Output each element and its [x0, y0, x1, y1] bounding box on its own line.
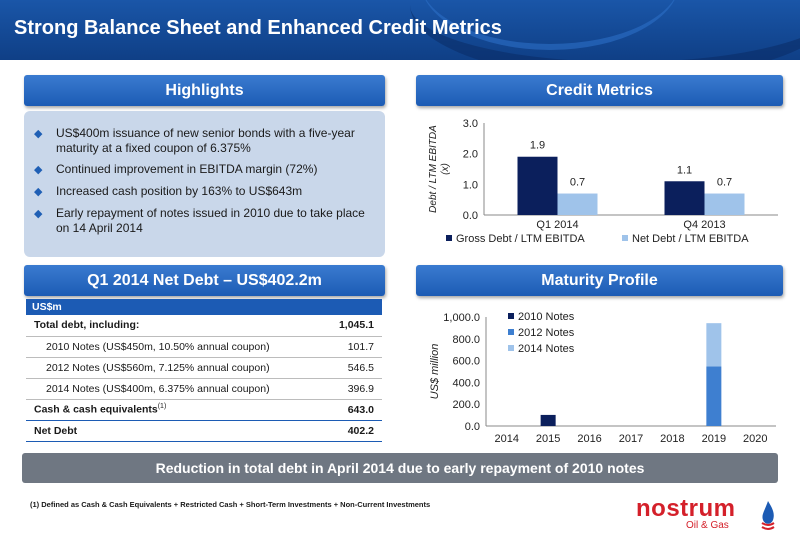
- legend-label: 2010 Notes: [518, 311, 575, 323]
- y-tick-label: 1.0: [463, 179, 478, 191]
- logo-subtitle: Oil & Gas: [686, 520, 729, 531]
- row-value: 546.5: [328, 357, 382, 379]
- bullet-icon: ◆: [34, 128, 43, 140]
- x-tick-label: Q4 2013: [683, 219, 725, 231]
- table-header-row: US$m: [26, 299, 382, 315]
- bar-segment: [540, 414, 556, 426]
- row-label: Cash & cash equivalents(1): [26, 399, 329, 421]
- x-tick-label: 2016: [577, 433, 601, 445]
- bar: [704, 193, 745, 215]
- y-tick-label: 200.0: [452, 399, 480, 411]
- x-tick-label: 2017: [619, 433, 643, 445]
- title-bar: Strong Balance Sheet and Enhanced Credit…: [0, 0, 800, 60]
- credit-metrics-heading: Credit Metrics: [416, 75, 783, 106]
- bar: [557, 193, 598, 215]
- legend-swatch: [508, 329, 514, 335]
- decorative-swoosh: [420, 0, 680, 50]
- table-row: Cash & cash equivalents(1) 643.0: [26, 399, 382, 421]
- bar: [517, 156, 558, 215]
- y-tick-label: 400.0: [452, 377, 480, 389]
- footnote: (1) Defined as Cash & Cash Equivalents +…: [30, 500, 431, 509]
- data-label: 1.9: [530, 140, 545, 152]
- data-label: 1.1: [677, 164, 692, 176]
- bar: [664, 181, 705, 215]
- maturity-profile-chart: 0.0 200.0 400.0 600.0 800.0 1,000.0 US$ millio…: [429, 311, 776, 445]
- company-logo: nostrum Oil & Gas: [636, 495, 776, 535]
- x-tick-label: 2020: [743, 433, 767, 445]
- x-tick-label: Q1 2014: [536, 219, 578, 231]
- bullet-icon: ◆: [34, 164, 43, 176]
- row-value: 402.2: [328, 420, 382, 442]
- cash-label: Cash & cash equivalents: [34, 403, 158, 416]
- highlight-item: ◆ Increased cash position by 163% to US$6…: [34, 184, 371, 200]
- row-label: Net Debt: [26, 420, 329, 442]
- unit-header: US$m: [26, 299, 382, 315]
- logo-wordmark: nostrum: [636, 495, 736, 522]
- footnote-ref: (1): [157, 403, 167, 411]
- flame-icon: [761, 501, 775, 530]
- row-value: 101.7: [328, 336, 382, 358]
- table-row: 2012 Notes (US$560m, 7.125% annual coupo…: [26, 357, 382, 379]
- table-row: 2010 Notes (US$450m, 10.50% annual coupo…: [26, 336, 382, 358]
- highlights-box: ◆ US$400m issuance of new senior bonds wi…: [24, 111, 385, 257]
- y-tick-label: 1,000.0: [443, 312, 480, 324]
- bar-segment: [706, 323, 722, 367]
- x-tick-label: 2019: [702, 433, 726, 445]
- net-debt-heading: Q1 2014 Net Debt – US$402.2m: [24, 265, 385, 296]
- highlight-item: ◆ Continued improvement in EBITDA margin …: [34, 162, 371, 178]
- bullet-icon: ◆: [34, 208, 43, 220]
- x-tick-label: 2015: [536, 433, 560, 445]
- table-row: Total debt, including: 1,045.1: [26, 315, 382, 337]
- highlight-text: US$400m issuance of new senior bonds wit…: [56, 126, 355, 155]
- row-value: 1,045.1: [328, 315, 382, 337]
- table-row: Net Debt 402.2: [26, 420, 382, 442]
- x-tick-label: 2014: [494, 433, 518, 445]
- y-tick-label: 800.0: [452, 334, 480, 346]
- legend-swatch: [508, 313, 514, 319]
- row-label: 2010 Notes (US$450m, 10.50% annual coupo…: [26, 336, 329, 358]
- row-label: Total debt, including:: [26, 315, 329, 337]
- bar-segment: [706, 366, 722, 426]
- y-axis-label: (x): [440, 163, 451, 175]
- legend-label: 2014 Notes: [518, 343, 575, 355]
- row-label: 2012 Notes (US$560m, 7.125% annual coupo…: [26, 357, 329, 379]
- highlight-item: ◆ Early repayment of notes issued in 2010…: [34, 206, 371, 236]
- row-value: 396.9: [328, 378, 382, 400]
- bullet-icon: ◆: [34, 186, 43, 198]
- highlights-heading: Highlights: [24, 75, 385, 106]
- y-tick-label: 0.0: [463, 210, 478, 222]
- legend-label: Net Debt / LTM EBITDA: [632, 233, 749, 245]
- legend-label: Gross Debt / LTM EBITDA: [456, 233, 585, 245]
- legend-swatch: [508, 345, 514, 351]
- highlight-text: Increased cash position by 163% to US$64…: [56, 184, 303, 198]
- maturity-profile-heading: Maturity Profile: [416, 265, 783, 296]
- net-debt-table: US$m Total debt, including: 1,045.1 2010…: [26, 299, 382, 442]
- data-label: 0.7: [717, 177, 732, 189]
- highlight-text: Continued improvement in EBITDA margin (…: [56, 162, 318, 176]
- page-title: Strong Balance Sheet and Enhanced Credit…: [14, 17, 502, 39]
- legend-swatch: [622, 235, 628, 241]
- table-row: 2014 Notes (US$400m, 6.375% annual coupo…: [26, 378, 382, 400]
- y-tick-label: 2.0: [463, 149, 478, 161]
- credit-metrics-chart: 0.0 1.0 2.0 3.0 Debt / LTM EBITDA (x) 1.9 0.7 Q1…: [428, 118, 778, 245]
- highlight-text: Early repayment of notes issued in 2010 …: [56, 206, 365, 235]
- data-label: 0.7: [570, 177, 585, 189]
- summary-banner: Reduction in total debt in April 2014 du…: [22, 453, 778, 483]
- legend-label: 2012 Notes: [518, 327, 575, 339]
- y-tick-label: 3.0: [463, 118, 478, 130]
- highlight-item: ◆ US$400m issuance of new senior bonds wi…: [34, 126, 371, 156]
- y-tick-label: 0.0: [465, 421, 480, 433]
- y-tick-label: 600.0: [452, 356, 480, 368]
- y-axis-label: Debt / LTM EBITDA: [428, 125, 439, 213]
- legend-swatch: [446, 235, 452, 241]
- x-tick-label: 2018: [660, 433, 684, 445]
- row-value: 643.0: [328, 399, 382, 421]
- y-axis-label: US$ million: [429, 344, 441, 400]
- row-label: 2014 Notes (US$400m, 6.375% annual coupo…: [26, 378, 329, 400]
